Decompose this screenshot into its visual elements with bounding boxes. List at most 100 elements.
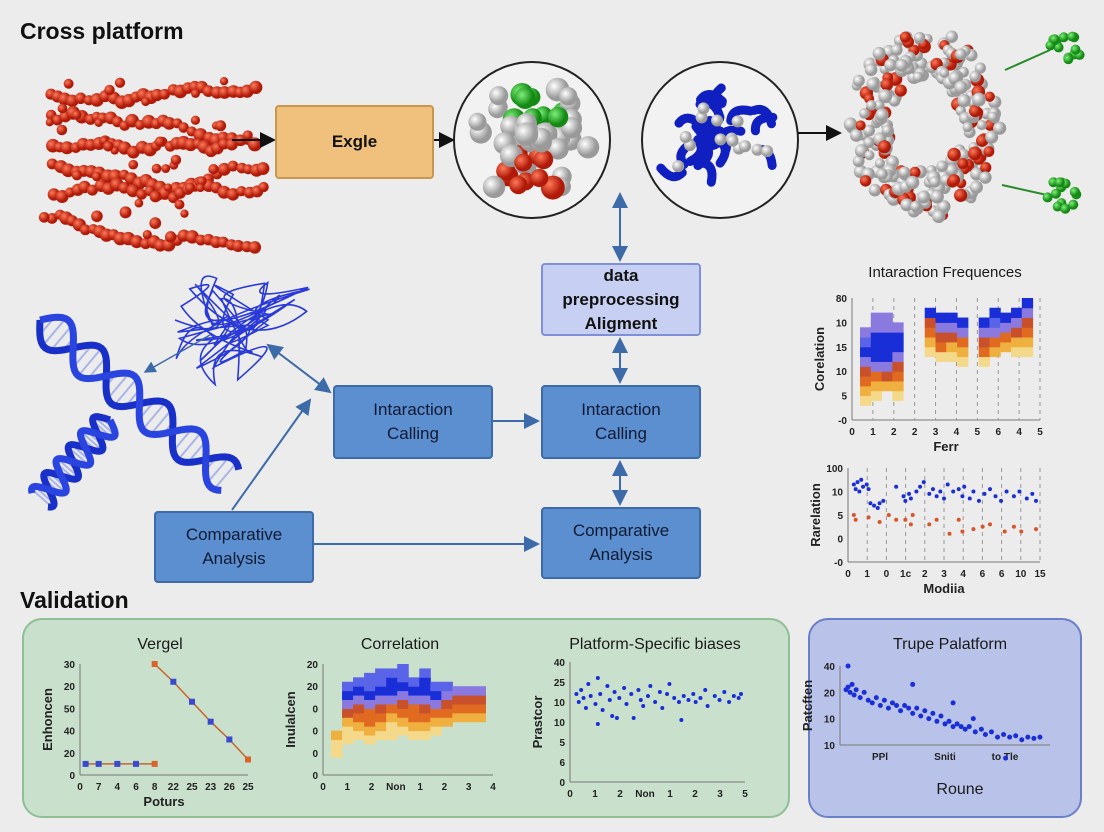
- atom: [60, 141, 74, 155]
- comparative-analysis-left-box[interactable]: Comparative Analysis: [154, 511, 314, 583]
- comparative-analysis-right-box[interactable]: Comparative Analysis: [541, 507, 701, 579]
- y-tick-label: 10: [832, 488, 844, 499]
- scatter-point: [960, 529, 965, 534]
- heat-cell: [364, 681, 376, 692]
- heat-cell: [957, 356, 969, 367]
- atom: [878, 89, 893, 104]
- scatter-point: [894, 517, 899, 522]
- interaction-calling-right-box[interactable]: Intaraction Calling: [541, 385, 701, 459]
- interaction-calling-left-box[interactable]: Intaraction Calling: [333, 385, 493, 459]
- scatter-point: [1030, 491, 1035, 496]
- atom: [1069, 186, 1080, 197]
- scatter-point: [950, 700, 956, 706]
- base-pair: [150, 409, 173, 435]
- atom: [884, 58, 897, 72]
- tube: [696, 158, 717, 187]
- heat-cell: [1021, 317, 1034, 328]
- atom: [94, 118, 103, 127]
- heat-cell: [860, 385, 872, 397]
- scatter-point: [877, 501, 882, 506]
- heat-cell: [452, 712, 464, 723]
- atom: [954, 80, 968, 95]
- heat-cell: [386, 668, 398, 678]
- heat-cell: [957, 327, 969, 338]
- x-tick-label: 0: [567, 789, 573, 800]
- heat-cell: [957, 317, 969, 328]
- scatter-point: [938, 713, 944, 719]
- heat-cell: [1021, 307, 1034, 319]
- scatter-point: [988, 522, 992, 527]
- heat-cell: [946, 341, 958, 353]
- atom: [905, 175, 920, 190]
- heat-cell: [452, 686, 464, 696]
- atom: [159, 88, 170, 100]
- heat-cell: [892, 361, 904, 372]
- linker: [1001, 184, 1048, 196]
- x-tick-label: 3: [717, 789, 723, 800]
- x-tick-label: 6: [133, 782, 139, 793]
- heat-cell: [892, 380, 904, 392]
- scatter-point: [1002, 529, 1007, 534]
- scatter-point: [930, 487, 935, 492]
- scatter-point: [861, 689, 867, 695]
- scatter-point: [873, 695, 879, 701]
- atom: [962, 121, 973, 133]
- heat-cell: [430, 690, 442, 701]
- scatter-point: [1013, 733, 1019, 739]
- atom: [987, 111, 999, 123]
- scatter-point: [906, 705, 912, 711]
- scatter-point: [1011, 524, 1016, 529]
- heat-cell: [419, 730, 431, 740]
- heat-cell: [408, 703, 420, 714]
- heat-cell: [430, 681, 442, 692]
- exgle-box[interactable]: Exgle: [275, 105, 434, 179]
- bias-chart-title: Platform-Specific biases: [569, 636, 741, 653]
- blue-tube-structure: [656, 83, 778, 187]
- atom: [164, 231, 177, 243]
- scatter-point: [581, 696, 586, 700]
- scatter-point: [739, 692, 743, 696]
- scatter-point: [903, 517, 908, 522]
- heat-cell: [419, 668, 431, 678]
- x-tick-label: 3: [466, 782, 472, 793]
- scatter-point: [660, 706, 665, 710]
- heat-cell: [1000, 332, 1012, 343]
- atom: [957, 94, 971, 108]
- scatter-point: [859, 477, 864, 482]
- heat-cell: [463, 695, 475, 705]
- scatter-point: [976, 498, 981, 503]
- scatter-point: [612, 690, 617, 694]
- sphere: [697, 102, 710, 115]
- heat-cell: [1011, 317, 1023, 328]
- atom: [71, 110, 82, 120]
- atom: [1063, 54, 1074, 65]
- scatter-point: [926, 716, 932, 722]
- y-tick-label: 5: [841, 392, 847, 403]
- scatter-point: [930, 710, 936, 716]
- y-tick-label: 10: [836, 318, 848, 329]
- heat-cell: [1011, 327, 1023, 338]
- arrow-ribbon-to-calling: [266, 343, 332, 394]
- atom: [974, 62, 986, 74]
- heat-cell: [881, 312, 893, 323]
- scatter-point: [586, 682, 591, 686]
- heat-cell: [342, 717, 354, 727]
- heat-cell: [342, 699, 354, 709]
- sphere: [514, 87, 536, 109]
- atom: [191, 88, 201, 98]
- heat-cell: [978, 317, 990, 328]
- scatter-point: [934, 517, 939, 522]
- atom: [971, 92, 986, 107]
- y-tick-label: 20: [64, 682, 76, 693]
- scatter-point: [971, 527, 976, 532]
- heat-cell: [364, 672, 376, 683]
- preprocessing-box[interactable]: data preprocessing Aligment: [541, 263, 701, 336]
- atom: [863, 136, 875, 149]
- scatter-point: [703, 688, 708, 692]
- validation-title: Validation: [20, 587, 129, 613]
- x-tick-label: 2: [617, 789, 623, 800]
- scatter-point: [857, 489, 862, 494]
- atom: [969, 70, 981, 83]
- sphere: [547, 106, 569, 128]
- atom: [126, 184, 140, 198]
